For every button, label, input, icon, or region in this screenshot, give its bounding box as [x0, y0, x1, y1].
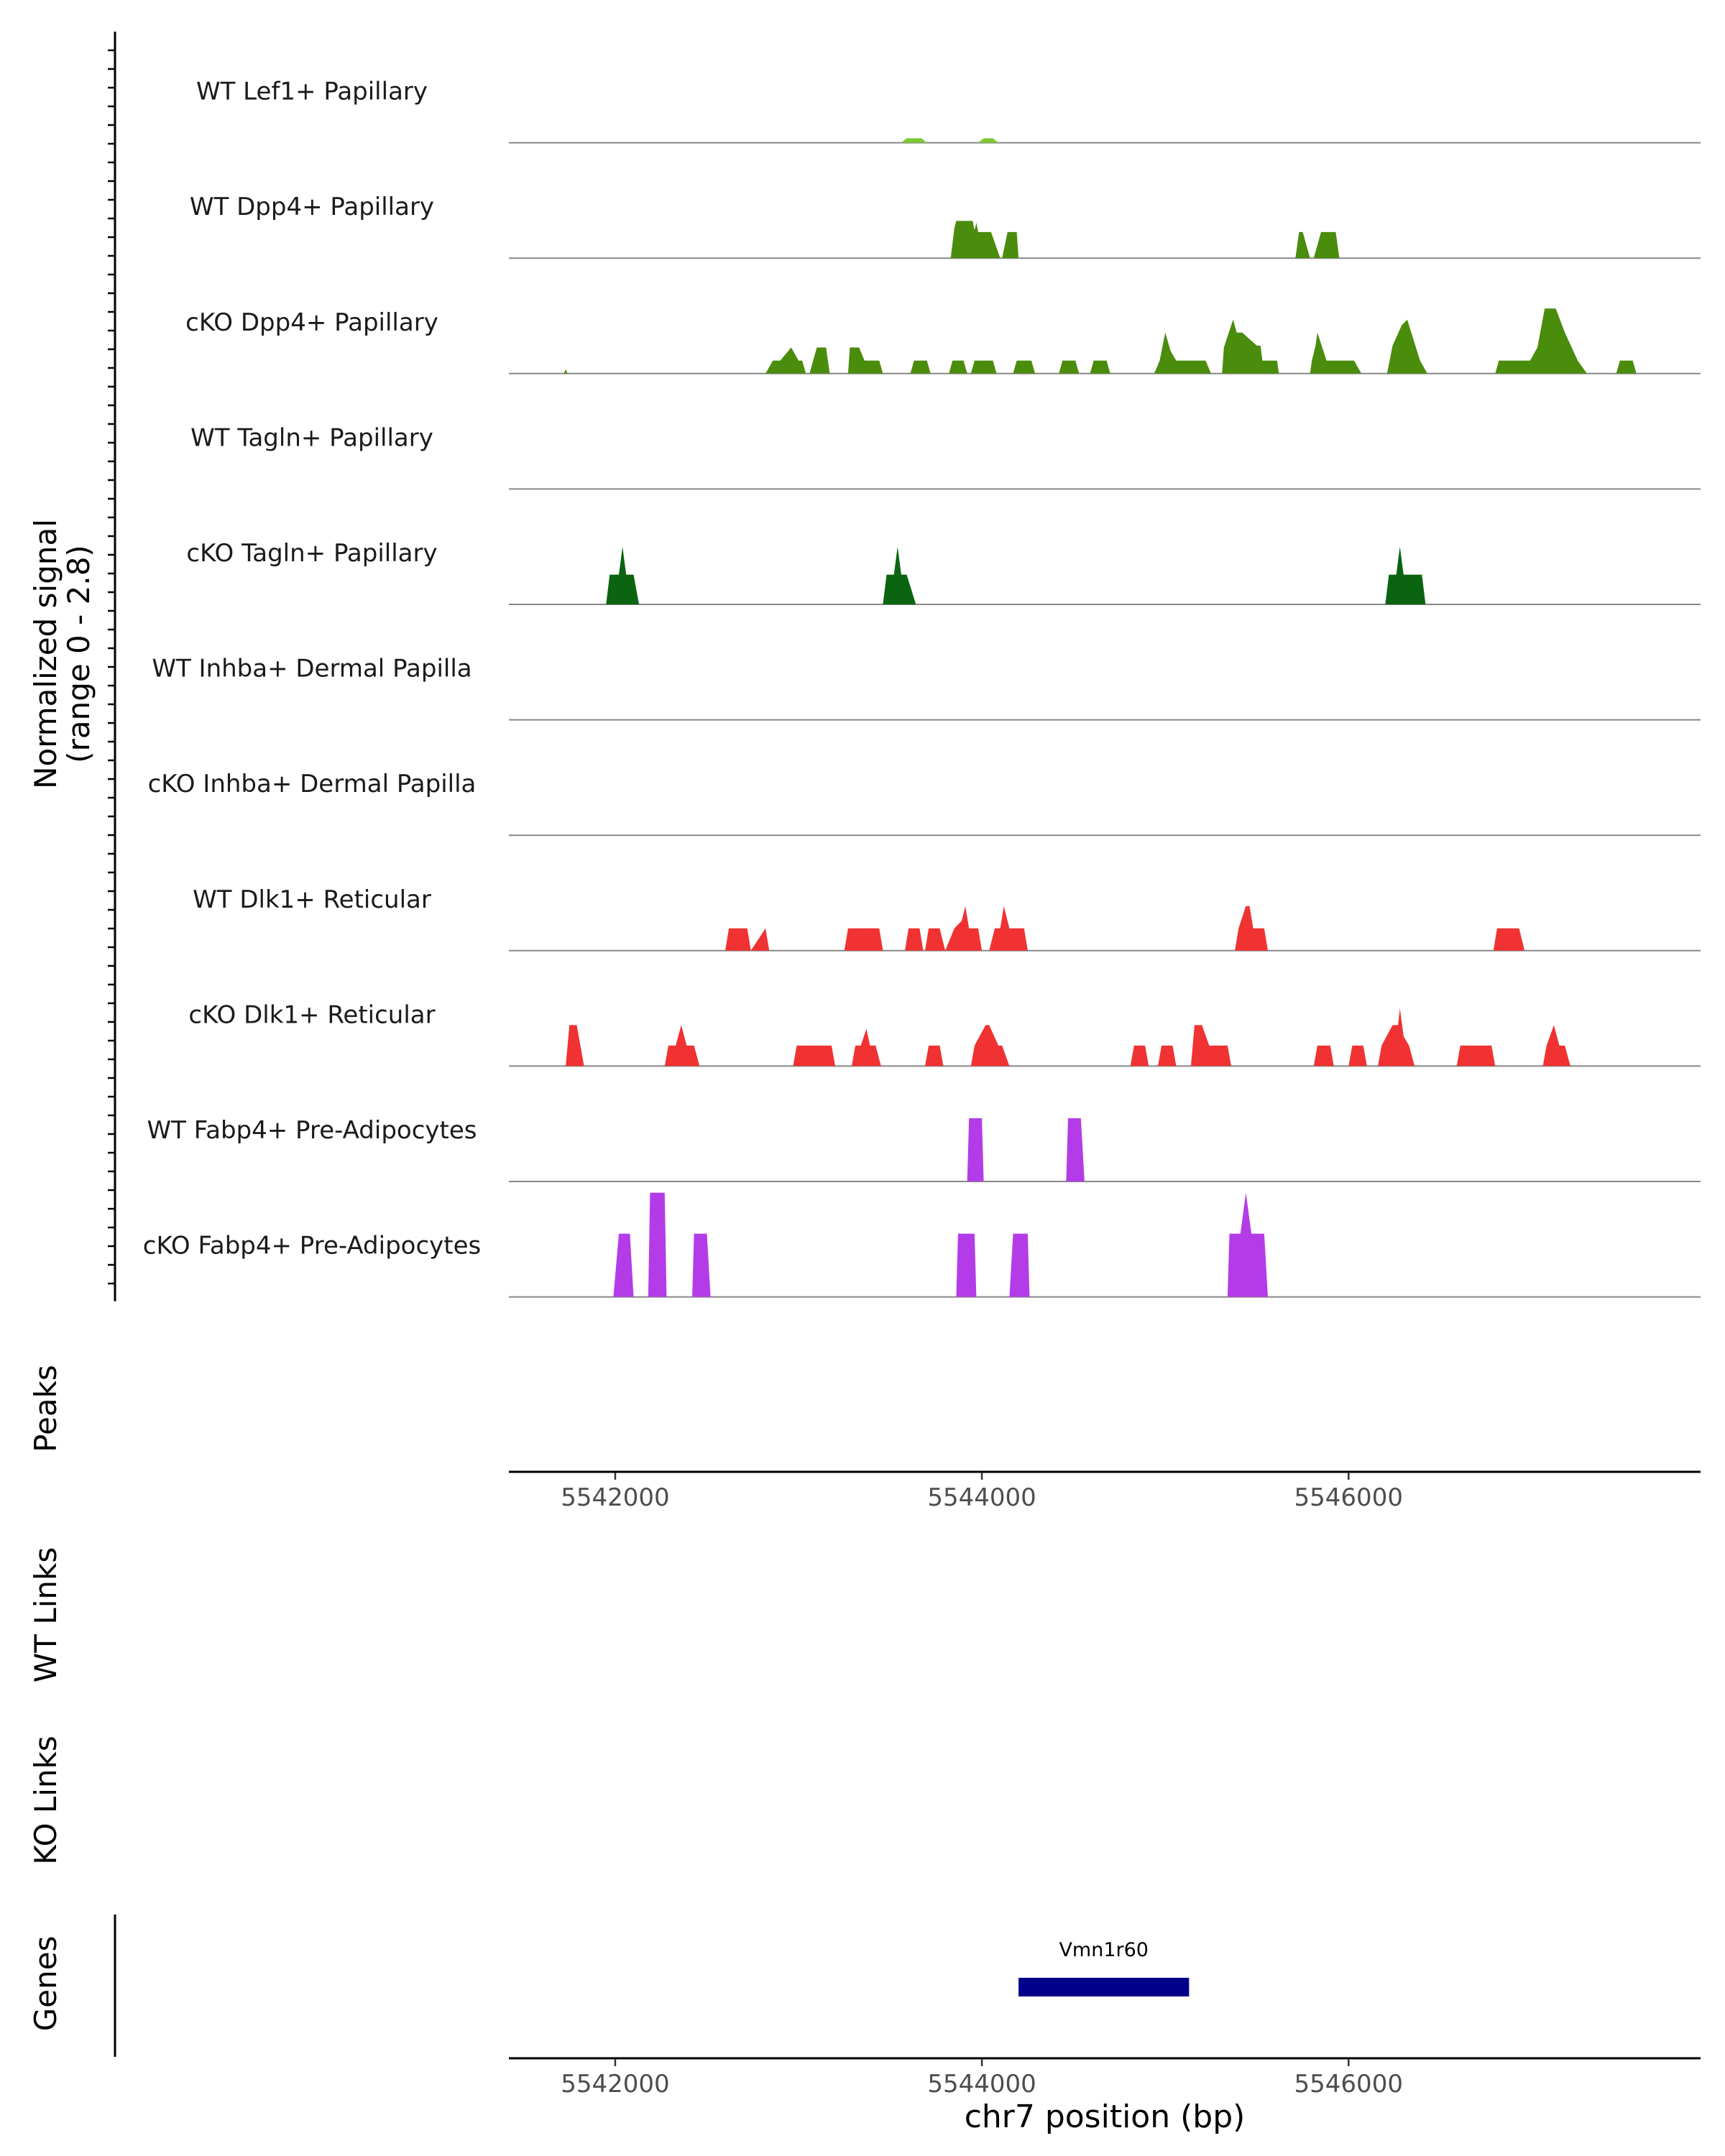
track-wt-tagln-papillary: WT Tagln+ Papillary [190, 423, 1701, 490]
track-label: WT Fabp4+ Pre-Adipocytes [147, 1116, 477, 1145]
track-wt-fabp4-pre-adipocytes: WT Fabp4+ Pre-Adipocytes [147, 1116, 1701, 1182]
track-wt-dlk1-reticular: WT Dlk1+ Reticular [193, 885, 1701, 952]
track-label: WT Dlk1+ Reticular [193, 885, 431, 914]
peaks-title: Peaks [28, 1365, 63, 1452]
track-label: WT Dpp4+ Papillary [190, 193, 434, 221]
track-label: cKO Dpp4+ Papillary [185, 308, 438, 337]
gene-body [1018, 1978, 1190, 1996]
coverage-area [901, 138, 999, 143]
coverage-area [950, 221, 1340, 259]
track-cko-dpp4-papillary: cKO Dpp4+ Papillary [185, 308, 1701, 374]
coverage-area [564, 308, 1637, 374]
gene-label: Vmn1r60 [1059, 1939, 1149, 1961]
coverage-area [566, 1008, 1570, 1067]
track-cko-dlk1-reticular: cKO Dlk1+ Reticular [188, 1000, 1701, 1067]
coverage-area [967, 1118, 1085, 1181]
track-label: cKO Dlk1+ Reticular [188, 1000, 435, 1029]
track-cko-fabp4-pre-adipocytes: cKO Fabp4+ Pre-Adipocytes [143, 1192, 1701, 1298]
track-label: WT Tagln+ Papillary [190, 423, 433, 452]
track-wt-lef1-papillary: WT Lef1+ Papillary [196, 78, 1701, 144]
track-label: WT Lef1+ Papillary [196, 78, 428, 106]
x-tick-label: 5546000 [1294, 2070, 1403, 2099]
track-label: cKO Inhba+ Dermal Papilla [148, 770, 477, 798]
gene-vmn1r60: Vmn1r60 [1018, 1939, 1190, 1996]
coverage-area [606, 546, 1426, 604]
track-wt-dpp4-papillary: WT Dpp4+ Papillary [190, 193, 1701, 259]
x-axis-title: chr7 position (bp) [965, 2099, 1246, 2135]
signal-y-title-line2: (range 0 - 2.8) [61, 545, 96, 763]
signal-y-title-line1: Normalized signal [28, 519, 63, 789]
x-tick-label: 5544000 [927, 1483, 1036, 1512]
peaks-x-axis: 5542000 5544000 5546000 [561, 1473, 1403, 1512]
track-cko-inhba-dermal-papilla: cKO Inhba+ Dermal Papilla [148, 770, 1701, 837]
genes-title: Genes [28, 1936, 63, 2032]
track-label: cKO Tagln+ Papillary [186, 539, 437, 568]
genes-x-axis: 5542000 5544000 5546000 [561, 2059, 1403, 2099]
x-tick-label: 5542000 [561, 1483, 669, 1512]
gene-track: Vmn1r60 [1018, 1939, 1190, 1996]
coverage-area [613, 1192, 1268, 1297]
signal-y-axis [108, 32, 116, 1302]
track-cko-tagln-papillary: cKO Tagln+ Papillary [186, 539, 1701, 605]
x-tick-label: 5544000 [927, 2070, 1036, 2099]
x-tick-label: 5542000 [561, 2070, 669, 2099]
track-label: WT Inhba+ Dermal Papilla [152, 655, 472, 683]
track-wt-inhba-dermal-papilla: WT Inhba+ Dermal Papilla [152, 655, 1701, 721]
wt-links-title: WT Links [28, 1547, 63, 1682]
track-label: cKO Fabp4+ Pre-Adipocytes [143, 1232, 482, 1261]
coverage-area [725, 906, 1525, 951]
ko-links-title: KO Links [28, 1736, 63, 1865]
coverage-tracks: WT Lef1+ Papillary WT Dpp4+ Papillary cKO … [143, 78, 1701, 1298]
x-tick-label: 5546000 [1294, 1483, 1403, 1512]
